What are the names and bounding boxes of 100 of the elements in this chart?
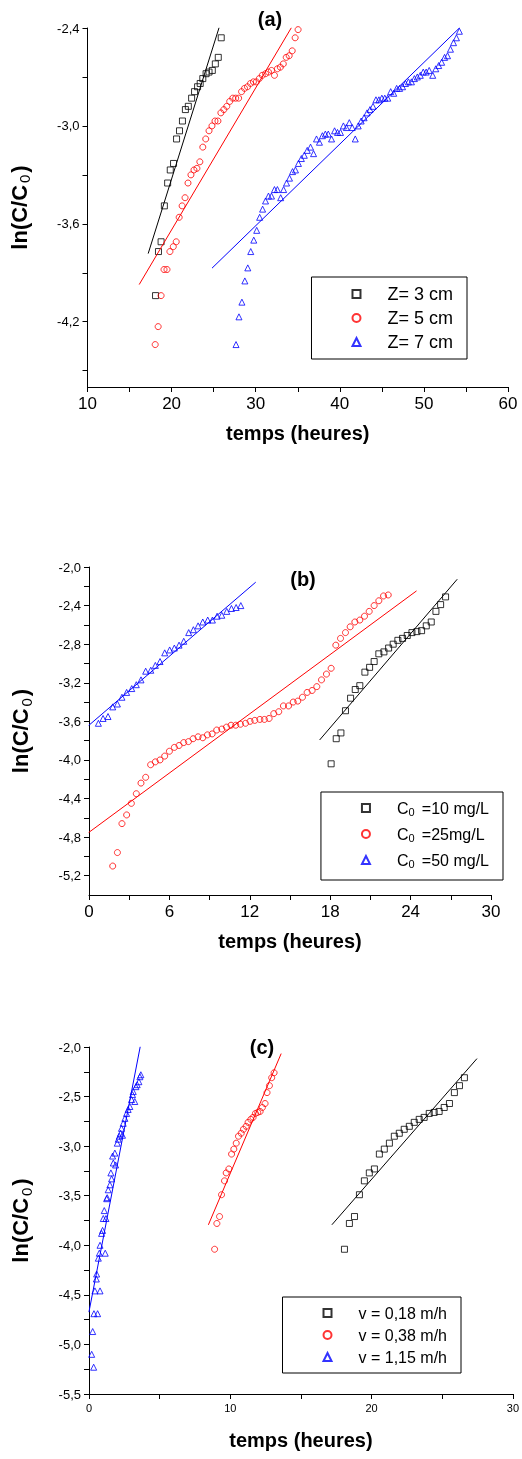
legend-label: Z= 5 cm — [387, 308, 453, 328]
point — [176, 127, 184, 135]
chart-title: (b) — [290, 568, 316, 590]
point — [137, 779, 145, 787]
point — [188, 94, 196, 102]
point — [187, 171, 195, 179]
point — [370, 602, 378, 610]
point — [389, 640, 397, 648]
point — [180, 739, 188, 747]
x-tick-label: 30 — [481, 902, 501, 921]
point — [166, 166, 174, 174]
point — [123, 811, 131, 819]
point — [229, 94, 237, 102]
point — [113, 700, 121, 708]
chart-title: (c) — [249, 1036, 275, 1058]
legend-label: v = 1,15 m/h — [358, 1348, 448, 1366]
point — [275, 708, 283, 716]
point — [189, 626, 197, 634]
point — [232, 721, 240, 729]
point — [114, 1135, 122, 1143]
chart-title: (a) — [257, 8, 283, 30]
point — [109, 862, 117, 870]
point — [236, 720, 244, 728]
point — [405, 1122, 413, 1130]
legend-label: v = 0,18 m/h — [358, 1304, 448, 1322]
point — [400, 1125, 408, 1133]
point — [270, 1069, 278, 1077]
point — [242, 1122, 250, 1130]
point — [261, 1100, 269, 1108]
point — [180, 637, 188, 645]
point — [109, 1159, 117, 1167]
point — [234, 1132, 242, 1140]
point — [268, 66, 276, 74]
y-tick-label: -3,5 — [58, 1188, 81, 1204]
point — [175, 213, 183, 221]
point — [118, 693, 126, 701]
point — [291, 34, 299, 42]
point — [227, 604, 235, 612]
x-tick-label: 20 — [162, 394, 182, 413]
point — [385, 644, 393, 652]
point — [395, 1129, 403, 1137]
point — [256, 715, 264, 723]
point — [99, 1226, 107, 1234]
point — [208, 122, 216, 130]
y-tick-label: -5,5 — [58, 1386, 81, 1402]
legend-label: Z= 7 cm — [387, 332, 453, 352]
point — [107, 1169, 115, 1177]
point — [289, 698, 297, 706]
point — [160, 202, 168, 210]
point — [211, 1245, 219, 1253]
point — [147, 666, 155, 674]
y-tick-label: -2,4 — [57, 20, 80, 36]
point — [194, 83, 202, 91]
point — [276, 63, 284, 71]
point — [237, 602, 245, 610]
y-axis-title: ln(C/C0) — [8, 1178, 35, 1263]
point — [375, 650, 383, 658]
point — [129, 1091, 137, 1099]
point — [437, 601, 445, 609]
point — [238, 88, 246, 96]
point — [270, 710, 278, 718]
point — [223, 102, 231, 110]
point — [113, 849, 121, 857]
point — [218, 1191, 226, 1199]
point — [88, 1350, 96, 1358]
point — [408, 629, 416, 637]
point — [413, 628, 421, 636]
point — [270, 71, 278, 79]
point — [181, 194, 189, 202]
point — [173, 135, 181, 143]
point — [322, 670, 330, 678]
point — [178, 202, 186, 210]
point — [213, 1219, 221, 1227]
point — [370, 1165, 378, 1173]
point — [232, 604, 240, 612]
point — [132, 681, 140, 689]
point — [194, 622, 202, 630]
point — [450, 1089, 458, 1097]
point — [113, 1139, 121, 1147]
point — [123, 1109, 131, 1117]
point — [157, 292, 165, 300]
point — [288, 47, 296, 55]
point — [351, 618, 359, 626]
point — [118, 820, 126, 828]
point — [294, 26, 302, 34]
point — [96, 1287, 104, 1295]
point — [226, 97, 234, 105]
point — [109, 1152, 117, 1160]
point — [265, 1082, 273, 1090]
point — [313, 683, 321, 691]
x-tick-label: 50 — [414, 394, 434, 413]
point — [279, 702, 287, 710]
point — [282, 53, 290, 61]
point — [203, 731, 211, 739]
point — [422, 622, 430, 630]
point — [385, 1139, 393, 1147]
point — [199, 734, 207, 742]
point — [246, 79, 254, 87]
y-tick-label: -3,6 — [57, 216, 80, 232]
y-tick-label: -4,0 — [58, 1237, 81, 1253]
